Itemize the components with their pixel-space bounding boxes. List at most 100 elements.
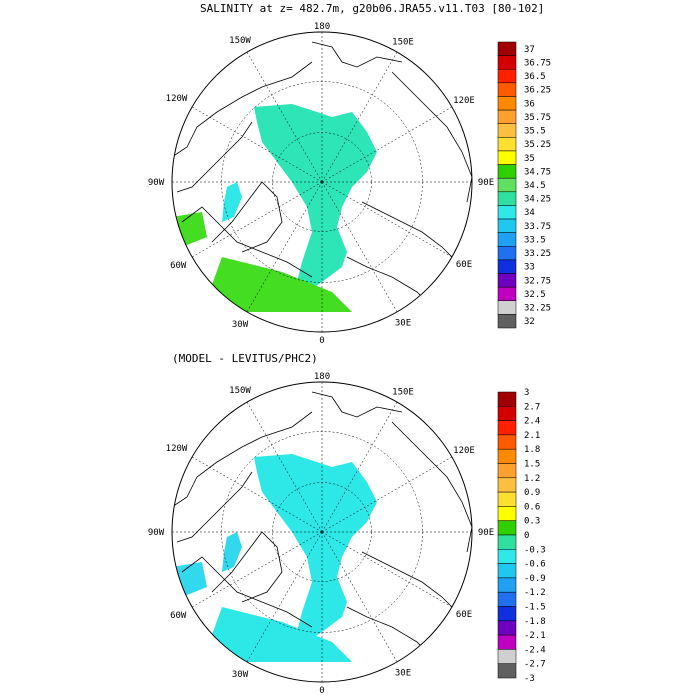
colorbar-swatch bbox=[497, 137, 517, 152]
bottom-colorbar: 3 2.7 2.4 2.1 1.8 1.5 1.2 0.9 0.6 0.3 0 -0.3 -0.6 -0.… bbox=[497, 388, 546, 684]
meridian bbox=[321, 181, 398, 313]
colorbar-swatch bbox=[497, 55, 517, 70]
colorbar-swatch bbox=[497, 164, 517, 179]
colorbar-swatch bbox=[497, 123, 517, 138]
colorbar-label: 0.3 bbox=[524, 517, 540, 527]
longitude-label: 0 bbox=[319, 336, 324, 346]
top-colorbar: 37 36.75 36.5 36.25 36 35.75 35.5 35.25 35 34.75 3… bbox=[497, 41, 551, 329]
longitude-label: 60E bbox=[456, 610, 472, 620]
colorbar-swatch bbox=[497, 520, 517, 536]
colorbar-swatch bbox=[497, 273, 517, 288]
coastline bbox=[346, 256, 433, 308]
colorbar-swatch bbox=[497, 477, 517, 493]
bottom-panel-title: (MODEL - LEVITUS/PHC2) bbox=[172, 352, 318, 365]
colorbar-label: 32.5 bbox=[524, 290, 546, 300]
longitude-label: 30E bbox=[395, 668, 411, 678]
meridian bbox=[191, 531, 323, 608]
colorbar-label: -0.6 bbox=[524, 560, 546, 570]
colorbar-label: 2.4 bbox=[524, 417, 540, 427]
colorbar-swatch bbox=[497, 286, 517, 302]
colorbar-swatch bbox=[497, 218, 517, 233]
longitude-label: 150W bbox=[229, 36, 251, 46]
colorbar-swatch bbox=[497, 259, 517, 274]
meridian bbox=[321, 181, 453, 258]
longitude-label: 150E bbox=[392, 388, 414, 398]
coastline bbox=[172, 411, 313, 508]
coastline bbox=[311, 41, 403, 68]
coastline bbox=[211, 531, 283, 603]
colorbar-swatch bbox=[497, 606, 517, 622]
north-atlantic-field bbox=[202, 607, 352, 662]
colorbar-label: 36.75 bbox=[524, 58, 551, 68]
map-content bbox=[172, 382, 472, 682]
longitude-label: 90W bbox=[148, 178, 165, 188]
colorbar-swatch bbox=[497, 491, 517, 507]
top-panel-title: SALINITY at z= 482.7m, g20b06.JRA55.v11.… bbox=[200, 2, 545, 15]
colorbar-swatch bbox=[497, 300, 517, 315]
arctic-basin-field bbox=[254, 104, 377, 292]
colorbar-swatch bbox=[497, 177, 517, 193]
colorbar-label: 35 bbox=[524, 154, 535, 164]
colorbar-swatch bbox=[497, 96, 517, 111]
colorbar-label: 3 bbox=[524, 388, 529, 398]
colorbar-label: 36.25 bbox=[524, 86, 551, 96]
colorbar-label: -2.1 bbox=[524, 631, 546, 641]
colorbar-swatch bbox=[497, 82, 517, 97]
colorbar-label: 32.75 bbox=[524, 276, 551, 286]
colorbar-label: 34.75 bbox=[524, 167, 551, 177]
colorbar-swatch bbox=[497, 534, 517, 550]
meridian bbox=[246, 401, 323, 533]
colorbar-label: 33.5 bbox=[524, 235, 546, 245]
map-border bbox=[171, 381, 473, 683]
colorbar-swatch bbox=[497, 663, 517, 679]
labrador-sea-field bbox=[172, 212, 207, 247]
longitude-label: 180 bbox=[314, 22, 330, 32]
longitude-label: 120E bbox=[453, 96, 475, 106]
top-polar-map: 180 150E 120E 90E 60E 30E 0 30W 60W 90W 120W 150W bbox=[148, 22, 494, 346]
meridian bbox=[321, 106, 453, 183]
meridian bbox=[321, 401, 398, 533]
colorbar-label: -2.7 bbox=[524, 660, 546, 670]
longitude-label: 90E bbox=[478, 178, 494, 188]
colorbar-swatch bbox=[497, 549, 517, 564]
colorbar-swatch bbox=[497, 463, 517, 479]
coastline bbox=[181, 556, 313, 628]
colorbar-label: 35.75 bbox=[524, 113, 551, 123]
coastline bbox=[361, 551, 463, 618]
colorbar-label: 35.25 bbox=[524, 140, 551, 150]
colorbar-label: 0.9 bbox=[524, 488, 540, 498]
colorbar-swatch bbox=[497, 232, 517, 247]
colorbar-label: 34.5 bbox=[524, 181, 546, 191]
colorbar-label: 37 bbox=[524, 45, 535, 55]
longitude-label: 60E bbox=[456, 260, 472, 270]
longitude-label: 30W bbox=[232, 320, 249, 330]
baffin-bay-field bbox=[222, 182, 242, 222]
colorbar-label: 0.6 bbox=[524, 502, 540, 512]
colorbar-swatch bbox=[497, 205, 517, 220]
colorbar-label: 34.25 bbox=[524, 195, 551, 205]
longitude-label: 90E bbox=[478, 528, 494, 538]
colorbar-label: -1.8 bbox=[524, 617, 546, 627]
colorbar-swatch bbox=[497, 150, 517, 165]
colorbar-swatch bbox=[497, 563, 517, 579]
coastline bbox=[211, 181, 283, 253]
longitude-label: 30E bbox=[395, 318, 411, 328]
colorbar-label: 33 bbox=[524, 263, 535, 273]
colorbar-swatch bbox=[497, 506, 517, 521]
colorbar-label: -2.4 bbox=[524, 645, 546, 655]
colorbar-swatch bbox=[497, 434, 517, 450]
colorbar-swatch bbox=[497, 314, 517, 329]
coastline bbox=[172, 61, 313, 158]
colorbar-swatch bbox=[497, 620, 517, 636]
coastline bbox=[176, 121, 253, 193]
colorbar-swatch bbox=[497, 634, 517, 650]
colorbar-label: 0 bbox=[524, 531, 529, 541]
colorbar-label: 36.5 bbox=[524, 72, 546, 82]
colorbar-label: -1.2 bbox=[524, 588, 546, 598]
colorbar-label: 33.75 bbox=[524, 222, 551, 232]
longitude-label: 120E bbox=[453, 446, 475, 456]
colorbar-swatch bbox=[497, 448, 517, 464]
meridian bbox=[191, 181, 323, 258]
colorbar-label: 1.8 bbox=[524, 445, 540, 455]
meridian bbox=[321, 531, 453, 608]
